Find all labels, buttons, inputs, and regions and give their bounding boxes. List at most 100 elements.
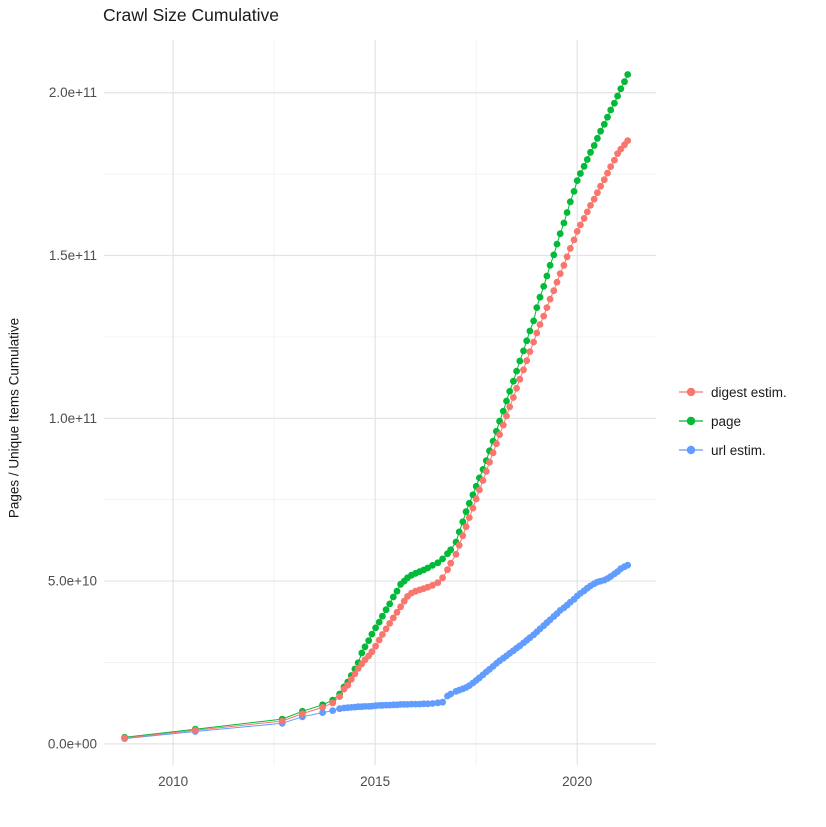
x-tick-label: 2015 bbox=[360, 774, 390, 789]
data-point bbox=[386, 620, 394, 627]
data-point bbox=[429, 581, 436, 589]
data-point bbox=[570, 188, 578, 195]
data-point bbox=[191, 726, 199, 734]
series-page bbox=[121, 71, 632, 741]
data-point bbox=[434, 579, 442, 587]
data-point bbox=[336, 693, 343, 700]
data-point bbox=[510, 394, 517, 401]
legend-key-page-icon bbox=[679, 416, 703, 426]
plot-panel bbox=[104, 40, 656, 765]
data-point bbox=[526, 327, 534, 335]
data-point bbox=[533, 329, 541, 337]
data-point bbox=[540, 283, 548, 290]
data-point bbox=[329, 707, 337, 714]
series-url-estim- bbox=[121, 561, 632, 742]
data-point bbox=[560, 219, 568, 227]
data-point bbox=[506, 403, 514, 411]
data-point bbox=[447, 559, 455, 567]
data-point bbox=[607, 163, 615, 171]
data-point bbox=[624, 71, 632, 78]
data-point bbox=[319, 704, 326, 711]
data-point bbox=[563, 209, 571, 216]
data-point bbox=[624, 137, 632, 145]
data-point bbox=[520, 347, 527, 355]
y-tick-label: 2.0e+11 bbox=[49, 85, 97, 100]
data-point bbox=[553, 278, 561, 286]
data-point bbox=[560, 261, 568, 269]
data-point bbox=[573, 177, 581, 185]
data-point bbox=[482, 468, 490, 475]
data-point bbox=[472, 495, 480, 503]
data-point bbox=[543, 304, 551, 311]
data-point bbox=[389, 614, 397, 622]
data-point bbox=[536, 321, 544, 328]
data-point bbox=[447, 546, 455, 554]
data-point bbox=[587, 148, 594, 156]
data-point bbox=[556, 270, 564, 278]
data-point bbox=[344, 681, 352, 689]
data-point bbox=[434, 559, 442, 567]
data-point bbox=[361, 643, 369, 651]
legend-item-url-estim: url estim. bbox=[678, 439, 787, 461]
data-point bbox=[563, 253, 571, 261]
data-point bbox=[611, 99, 618, 107]
data-point bbox=[580, 215, 588, 222]
data-point bbox=[577, 221, 584, 229]
data-point bbox=[429, 562, 436, 569]
data-point bbox=[439, 574, 446, 582]
data-point bbox=[459, 532, 467, 540]
y-tick-label: 5.0e+10 bbox=[48, 574, 97, 589]
data-point bbox=[600, 176, 608, 184]
legend-label-url-estim: url estim. bbox=[711, 442, 766, 458]
data-point bbox=[397, 603, 404, 611]
data-point bbox=[389, 593, 397, 601]
data-point bbox=[465, 514, 473, 521]
data-point bbox=[526, 348, 534, 355]
data-point bbox=[624, 561, 632, 569]
data-point bbox=[617, 85, 625, 93]
data-point bbox=[604, 169, 611, 177]
data-point bbox=[503, 412, 510, 420]
data-point bbox=[496, 431, 503, 438]
data-point bbox=[573, 228, 581, 235]
data-point bbox=[382, 606, 390, 614]
data-point bbox=[278, 717, 286, 725]
data-point bbox=[550, 251, 558, 259]
data-point bbox=[439, 698, 446, 706]
data-point bbox=[520, 366, 527, 374]
data-point bbox=[621, 78, 628, 86]
x-tick-label: 2020 bbox=[562, 774, 592, 789]
data-point bbox=[424, 700, 432, 708]
data-point bbox=[372, 642, 379, 650]
data-point bbox=[393, 587, 401, 595]
axis-tick-labels: 2010 2015 2020 0.0e+00 5.0e+10 1.0e+11 1.5e+11… bbox=[48, 85, 592, 789]
legend: digest estim. page url estim. bbox=[678, 381, 787, 468]
gridlines-minor bbox=[104, 40, 656, 765]
data-point bbox=[516, 357, 524, 365]
data-point bbox=[375, 636, 383, 644]
data-point bbox=[510, 377, 517, 385]
y-tick-label: 0.0e+00 bbox=[48, 736, 97, 751]
data-point bbox=[499, 421, 507, 429]
data-point bbox=[590, 142, 598, 149]
data-point bbox=[583, 156, 591, 163]
data-point bbox=[447, 690, 455, 698]
data-point bbox=[566, 245, 574, 252]
data-point bbox=[400, 597, 408, 605]
data-point bbox=[580, 162, 588, 170]
legend-item-page: page bbox=[678, 410, 787, 432]
data-point bbox=[444, 566, 451, 574]
legend-label-page: page bbox=[711, 413, 742, 429]
data-point bbox=[513, 367, 520, 375]
data-point bbox=[452, 551, 460, 558]
data-point bbox=[506, 387, 514, 395]
data-series bbox=[121, 71, 632, 742]
data-point bbox=[604, 113, 611, 121]
data-point bbox=[469, 504, 477, 512]
data-point bbox=[587, 202, 594, 209]
legend-key-digest-estim-icon bbox=[679, 387, 703, 397]
data-point bbox=[614, 92, 621, 100]
data-point bbox=[455, 541, 463, 549]
data-point bbox=[543, 272, 551, 280]
data-point bbox=[368, 648, 376, 656]
